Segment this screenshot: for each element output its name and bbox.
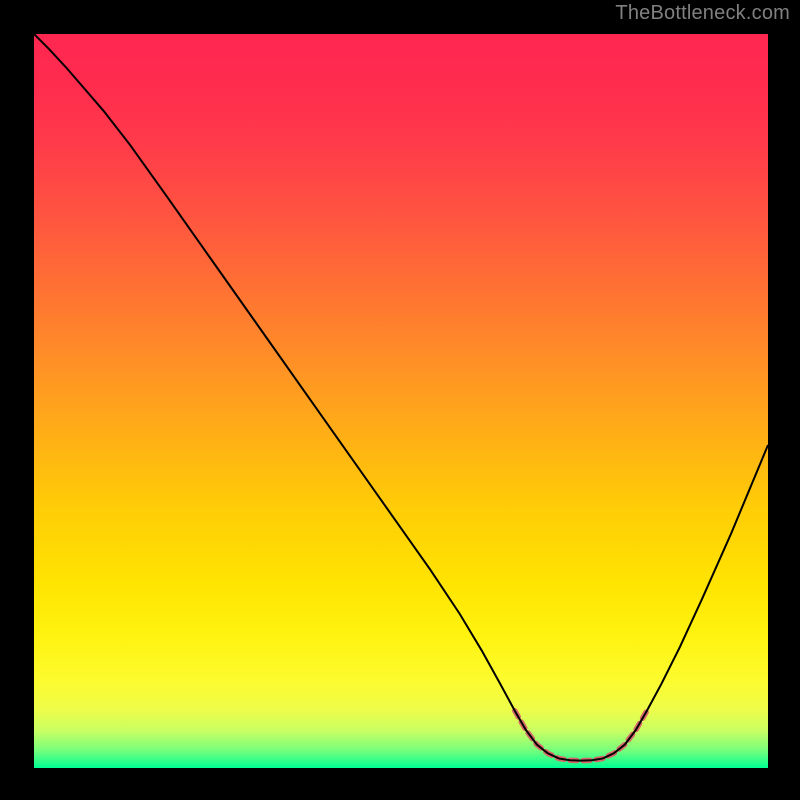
- figure-frame: TheBottleneck.com: [0, 0, 800, 800]
- gradient-background: [34, 34, 768, 768]
- plot-area: [34, 34, 768, 768]
- watermark-text: TheBottleneck.com: [615, 2, 790, 25]
- chart-svg: [34, 34, 768, 768]
